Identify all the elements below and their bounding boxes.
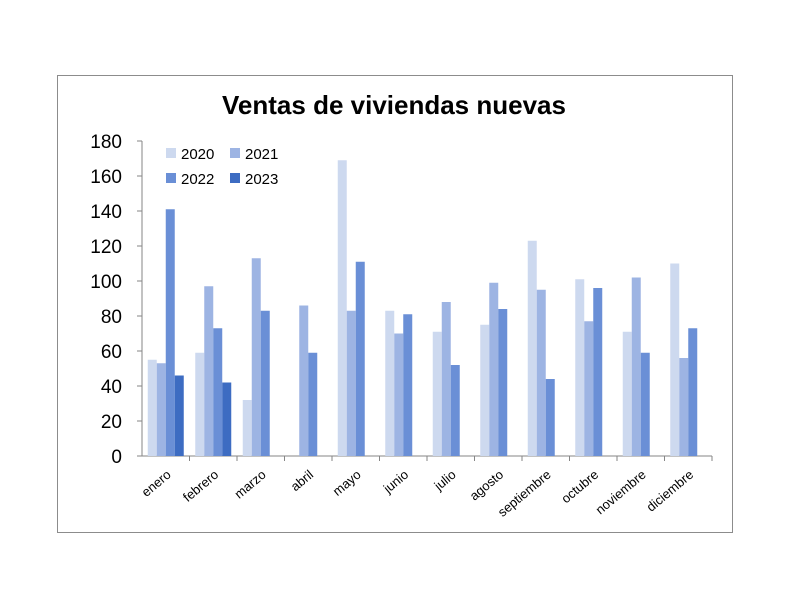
bar-2022-julio [450, 365, 460, 456]
y-tick-label: 180 [90, 132, 122, 153]
bar-2021-marzo [251, 258, 261, 456]
y-tick-label: 60 [101, 342, 122, 363]
bar-2020-diciembre [670, 263, 680, 456]
x-tick-label: mayo [330, 467, 364, 499]
bar-2020-octubre [575, 279, 585, 456]
x-tick-label: septiembre [495, 467, 554, 520]
x-tick-label: agosto [467, 467, 507, 504]
y-tick-label: 100 [90, 272, 122, 293]
bar-2022-septiembre [545, 379, 555, 456]
bar-2021-julio [441, 302, 451, 456]
bar-2022-octubre [593, 288, 603, 456]
chart-frame: Ventas de viviendas nuevas 0 20 40 60 80 100 1… [57, 75, 733, 533]
bar-2020-agosto [480, 324, 490, 456]
legend-label-2021: 2021 [245, 146, 278, 163]
bar-2021-febrero [204, 286, 214, 456]
x-tick-label: julio [431, 467, 459, 494]
y-tick-label: 0 [111, 447, 122, 468]
legend-swatch-2021 [230, 148, 240, 158]
bar-2022-abril [308, 352, 318, 456]
x-tick-label: junio [380, 467, 411, 497]
x-tick-label: marzo [231, 467, 268, 502]
bar-2022-enero [165, 209, 175, 456]
legend-label-2023: 2023 [245, 171, 278, 188]
y-tick-label: 40 [101, 377, 122, 398]
x-tick-label: diciembre [643, 467, 696, 515]
bar-2020-noviembre [622, 331, 632, 456]
bar-chart: Ventas de viviendas nuevas 0 20 40 60 80 100 1… [90, 90, 713, 520]
bar-2022-noviembre [640, 352, 650, 456]
bar-2021-mayo [346, 310, 356, 456]
bar-2020-febrero [195, 352, 205, 456]
legend: 2020 2021 2022 2023 [166, 146, 278, 188]
y-tick-label: 160 [90, 167, 122, 188]
bar-2022-marzo [260, 310, 270, 456]
bar-2021-agosto [489, 282, 499, 456]
legend-swatch-2022 [166, 173, 176, 183]
bar-2021-septiembre [536, 289, 546, 456]
bar-2021-octubre [584, 321, 594, 456]
bar-2021-enero [156, 363, 166, 456]
y-tick-label: 20 [101, 412, 122, 433]
plot-area: 0 20 40 60 80 100 120 140 160 180 enero febrero marz… [90, 132, 713, 520]
bar-2020-mayo [337, 160, 347, 456]
legend-label-2022: 2022 [181, 171, 214, 188]
bar-2022-febrero [213, 328, 223, 456]
legend-swatch-2023 [230, 173, 240, 183]
bar-2021-abril [299, 305, 309, 456]
bar-2023-enero [174, 375, 184, 456]
legend-swatch-2020 [166, 148, 176, 158]
bar-2020-junio [385, 310, 395, 456]
x-tick-label: febrero [180, 467, 221, 505]
x-tick-label: octubre [558, 467, 601, 506]
x-tick-label: noviembre [593, 467, 649, 518]
bar-2020-julio [432, 331, 442, 456]
chart-title: Ventas de viviendas nuevas [222, 90, 566, 120]
bar-2020-enero [147, 359, 157, 456]
bar-2022-mayo [355, 261, 365, 456]
y-tick-label: 120 [90, 237, 122, 258]
bar-2022-agosto [498, 309, 508, 456]
bar-2020-marzo [242, 400, 252, 456]
bar-2020-septiembre [527, 240, 537, 456]
x-tick-label: abril [288, 467, 317, 494]
bar-2022-diciembre [688, 328, 698, 456]
x-tick-label: enero [139, 467, 174, 500]
bar-2023-febrero [222, 382, 232, 456]
bar-2021-noviembre [631, 277, 641, 456]
y-tick-label: 140 [90, 202, 122, 223]
bar-2021-junio [394, 333, 404, 456]
y-tick-label: 80 [101, 307, 122, 328]
bar-2022-junio [403, 314, 413, 456]
bar-2021-diciembre [679, 358, 689, 456]
legend-label-2020: 2020 [181, 146, 214, 163]
